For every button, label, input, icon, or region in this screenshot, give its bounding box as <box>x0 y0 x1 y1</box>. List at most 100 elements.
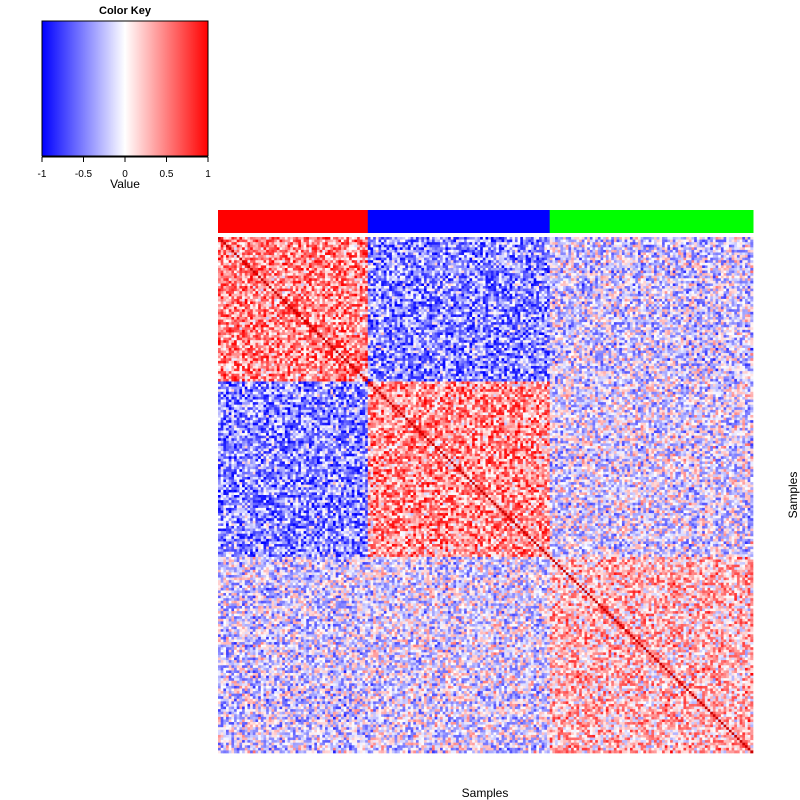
heatmap-cell <box>593 240 596 243</box>
heatmap-cell <box>459 245 462 248</box>
heatmap-cell <box>320 242 323 245</box>
heatmap-cell <box>496 247 499 250</box>
heatmap-cell <box>491 242 494 245</box>
heatmap-cell <box>721 250 724 253</box>
heatmap-cell <box>309 242 312 245</box>
heatmap-cell <box>477 250 480 253</box>
heatmap-cell <box>325 252 328 255</box>
heatmap-cell <box>721 242 724 245</box>
heatmap-cell <box>598 245 601 248</box>
heatmap-cell <box>261 252 264 255</box>
heatmap-cell <box>601 242 604 245</box>
heatmap-cell <box>395 250 398 253</box>
heatmap-cell <box>510 240 513 243</box>
heatmap-cell <box>542 237 545 240</box>
heatmap-cell <box>582 245 585 248</box>
heatmap-cell <box>242 240 245 243</box>
heatmap-cell <box>544 247 547 250</box>
heatmap-cell <box>437 245 440 248</box>
heatmap-cell <box>665 242 668 245</box>
heatmap-cell <box>333 242 336 245</box>
heatmap-cell <box>732 247 735 250</box>
heatmap-cell <box>603 237 606 240</box>
heatmap-cell <box>261 245 264 248</box>
heatmap-cell <box>555 250 558 253</box>
heatmap-cell <box>625 250 628 253</box>
heatmap-cell <box>515 247 518 250</box>
heatmap-cell <box>304 247 307 250</box>
heatmap-cell <box>633 237 636 240</box>
heatmap-cell <box>354 240 357 243</box>
heatmap-cell <box>461 245 464 248</box>
heatmap-cell <box>646 250 649 253</box>
heatmap-cell <box>689 240 692 243</box>
heatmap-cell <box>274 252 277 255</box>
heatmap-cell <box>285 250 288 253</box>
heatmap-cell <box>336 252 339 255</box>
heatmap-cell <box>247 242 250 245</box>
heatmap-cell <box>729 237 732 240</box>
heatmap-cell <box>683 242 686 245</box>
heatmap-cell <box>376 247 379 250</box>
heatmap-cell <box>678 240 681 243</box>
heatmap-cell <box>542 245 545 248</box>
heatmap-cell <box>729 240 732 243</box>
heatmap-cell <box>218 245 221 248</box>
heatmap-cell <box>512 247 515 250</box>
heatmap-cell <box>445 252 448 255</box>
heatmap-cell <box>654 242 657 245</box>
heatmap-cell <box>461 250 464 253</box>
heatmap-cell <box>221 252 224 255</box>
heatmap-cell <box>247 252 250 255</box>
heatmap-cell <box>298 237 301 240</box>
heatmap-cell <box>411 250 414 253</box>
heatmap-cell <box>702 247 705 250</box>
heatmap-cell <box>617 242 620 245</box>
heatmap-cell <box>734 247 737 250</box>
heatmap-cell <box>702 250 705 253</box>
heatmap-cell <box>427 247 430 250</box>
heatmap-cell <box>531 242 534 245</box>
heatmap-cell <box>250 240 253 243</box>
heatmap-cell <box>443 252 446 255</box>
heatmap-cell <box>459 240 462 243</box>
heatmap-cell <box>630 245 633 248</box>
heatmap-cell <box>598 240 601 243</box>
heatmap-cell <box>520 240 523 243</box>
heatmap-cell <box>686 237 689 240</box>
heatmap-cell <box>507 250 510 253</box>
heatmap-cell <box>673 242 676 245</box>
heatmap-cell <box>360 237 363 240</box>
heatmap-cell <box>665 250 668 253</box>
heatmap-cell <box>296 242 299 245</box>
heatmap-cell <box>697 245 700 248</box>
heatmap-cell <box>678 245 681 248</box>
heatmap-cell <box>638 242 641 245</box>
heatmap-cell <box>263 240 266 243</box>
heatmap-cell <box>301 252 304 255</box>
heatmap-cell <box>298 247 301 250</box>
heatmap-cell <box>582 247 585 250</box>
heatmap-cell <box>713 242 716 245</box>
heatmap-cell <box>389 245 392 248</box>
heatmap-cell <box>748 237 751 240</box>
heatmap-cell <box>432 247 435 250</box>
heatmap-cell <box>440 247 443 250</box>
heatmap-cell <box>354 242 357 245</box>
heatmap-cell <box>448 242 451 245</box>
heatmap-cell <box>571 245 574 248</box>
heatmap-cell <box>667 247 670 250</box>
heatmap-cell <box>464 242 467 245</box>
heatmap-cell <box>659 247 662 250</box>
heatmap-cell <box>464 247 467 250</box>
heatmap-cell <box>702 240 705 243</box>
heatmap-cell <box>365 237 368 240</box>
heatmap-cell <box>312 245 315 248</box>
heatmap-cell <box>341 245 344 248</box>
heatmap-cell <box>277 237 280 240</box>
heatmap-cell <box>726 250 729 253</box>
heatmap-cell <box>510 250 513 253</box>
heatmap-cell <box>574 250 577 253</box>
heatmap-cell <box>304 245 307 248</box>
heatmap-cell <box>606 242 609 245</box>
